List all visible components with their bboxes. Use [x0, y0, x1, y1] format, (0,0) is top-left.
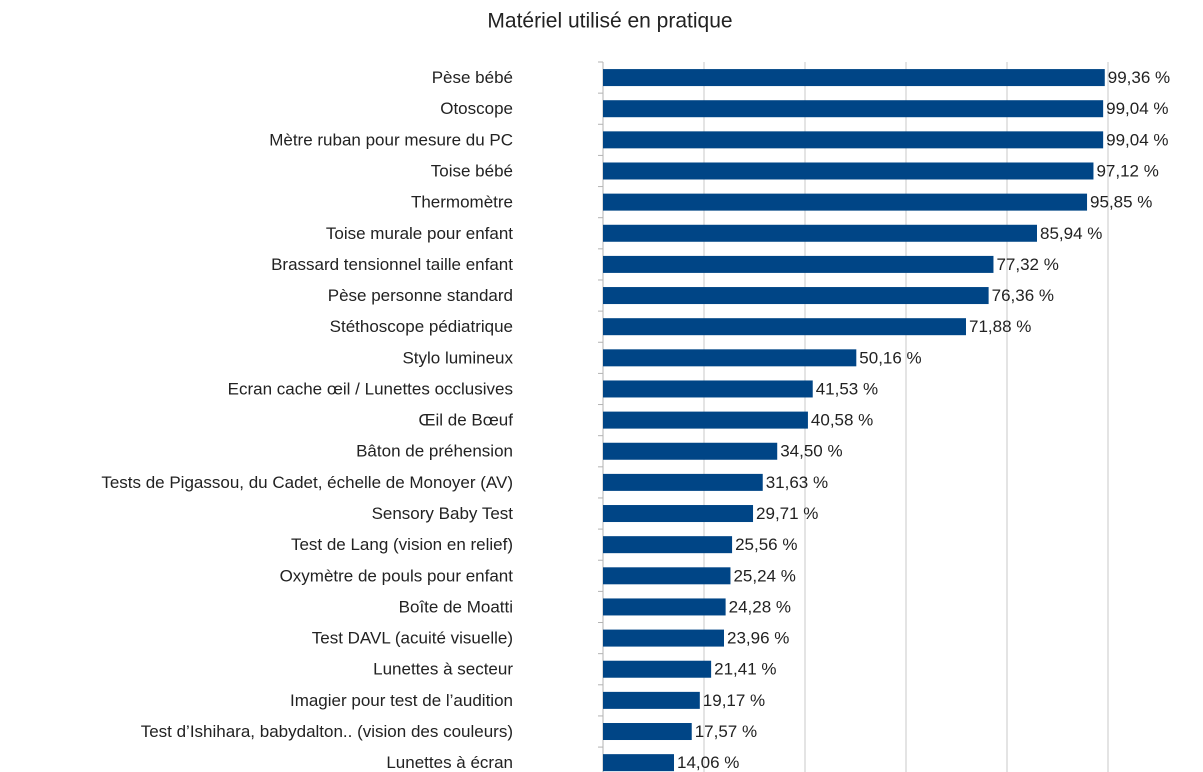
y-tick-label: Pèse personne standard [328, 286, 513, 305]
value-label: 71,88 % [969, 317, 1031, 336]
value-label: 17,57 % [695, 722, 757, 741]
y-tick-label: Mètre ruban pour mesure du PC [269, 130, 513, 149]
y-tick-label: Thermomètre [411, 193, 513, 212]
bar [603, 536, 733, 554]
y-tick-label: Stéthoscope pédiatrique [330, 317, 513, 336]
bar [603, 287, 989, 305]
bar [603, 224, 1037, 242]
bar [603, 69, 1105, 87]
value-label: 50,16 % [859, 348, 921, 367]
value-label: 24,28 % [729, 597, 791, 616]
y-tick-label: Otoscope [440, 99, 513, 118]
bar [603, 629, 724, 647]
bar [603, 505, 754, 523]
bar [603, 691, 700, 709]
value-label: 99,04 % [1106, 130, 1168, 149]
y-tick-label: Toise murale pour enfant [326, 224, 513, 243]
y-tick-label: Pèse bébé [432, 68, 513, 87]
bar [603, 754, 675, 772]
y-tick-label: Oxymètre de pouls pour enfant [280, 566, 514, 585]
chart-title: Matériel utilisé en pratique [487, 10, 732, 33]
y-tick-label: Imagier pour test de l’audition [290, 691, 513, 710]
y-tick-label: Lunettes à secteur [373, 660, 513, 679]
value-label: 85,94 % [1040, 224, 1102, 243]
y-tick-label: Test DAVL (acuité visuelle) [312, 629, 513, 648]
value-label: 95,85 % [1090, 193, 1152, 212]
y-tick-label: Test de Lang (vision en relief) [291, 535, 513, 554]
value-label: 76,36 % [992, 286, 1054, 305]
bar [603, 473, 763, 491]
value-label: 25,24 % [733, 566, 795, 585]
bar [603, 380, 813, 398]
value-label: 23,96 % [727, 629, 789, 648]
y-tick-label: Toise bébé [431, 161, 513, 180]
bar [603, 660, 712, 678]
bar [603, 349, 857, 367]
bar [603, 567, 731, 585]
bar [603, 442, 778, 460]
y-tick-label: Sensory Baby Test [372, 504, 514, 523]
value-label: 29,71 % [756, 504, 818, 523]
value-label: 19,17 % [703, 691, 765, 710]
bar [603, 723, 692, 741]
bar [603, 193, 1088, 211]
bar [603, 131, 1104, 149]
value-label: 41,53 % [816, 379, 878, 398]
bar [603, 318, 966, 336]
value-label: 21,41 % [714, 660, 776, 679]
value-label: 99,36 % [1108, 68, 1170, 87]
y-tick-label: Œil de Bœuf [419, 411, 514, 430]
y-tick-label: Tests de Pigassou, du Cadet, échelle de … [101, 473, 513, 492]
bar [603, 255, 994, 273]
bar [603, 598, 726, 616]
value-label: 14,06 % [677, 753, 739, 772]
value-label: 25,56 % [735, 535, 797, 554]
y-tick-label: Stylo lumineux [402, 348, 513, 367]
bar [603, 162, 1094, 180]
y-tick-label: Brassard tensionnel taille enfant [271, 255, 513, 274]
value-label: 97,12 % [1096, 161, 1158, 180]
value-label: 31,63 % [766, 473, 828, 492]
bar [603, 411, 808, 429]
value-label: 77,32 % [996, 255, 1058, 274]
y-tick-label: Boîte de Moatti [399, 597, 513, 616]
y-tick-label: Test d’Ishihara, babydalton.. (vision de… [141, 722, 513, 741]
y-tick-label: Ecran cache œil / Lunettes occlusives [228, 379, 513, 398]
value-label: 40,58 % [811, 411, 873, 430]
value-label: 99,04 % [1106, 99, 1168, 118]
y-tick-label: Lunettes à écran [386, 753, 513, 772]
y-tick-label: Bâton de préhension [356, 442, 513, 461]
bar [603, 100, 1104, 118]
value-label: 34,50 % [780, 442, 842, 461]
